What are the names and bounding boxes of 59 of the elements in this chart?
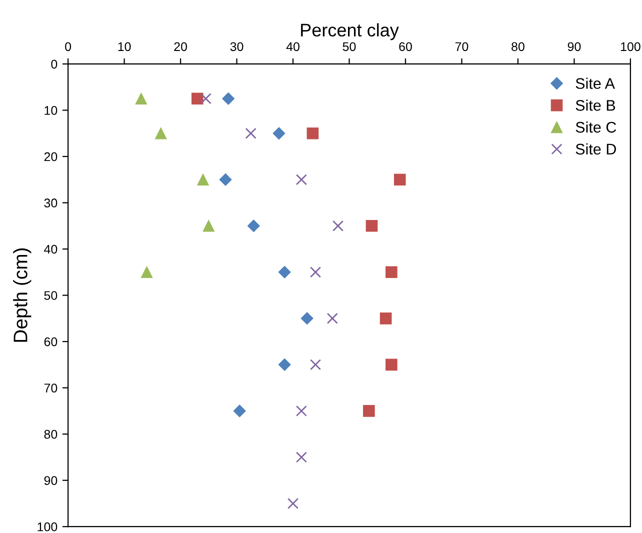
point [222,92,235,105]
point [278,266,291,278]
point [296,174,307,186]
point [310,359,322,370]
point [247,220,260,232]
y-tick-label: 90 [44,476,58,485]
point [278,358,291,371]
point [219,173,232,186]
x-axis-title: Percent clay [301,23,399,40]
point [296,405,307,416]
point [272,127,286,140]
legend-label: Site A [576,78,615,89]
point [191,92,204,105]
point [380,312,392,324]
point [135,92,148,105]
y-tick-label: 50 [44,291,58,300]
x-tick-label: 10 [118,42,131,52]
point [296,452,307,463]
y-tick-label: 60 [44,337,58,346]
point [363,405,375,417]
point [287,498,299,510]
y-tick-label: 30 [44,198,58,208]
legend-label: Site D [576,143,616,155]
y-tick-label: 0 [51,60,58,69]
x-tick-label: 60 [399,42,412,52]
y-tick-label: 70 [44,384,58,392]
x-tick-label: 80 [512,42,524,52]
point [154,127,167,140]
point [245,128,256,139]
point [197,174,209,186]
point [326,312,338,324]
point [140,266,153,278]
y-tick-label: 20 [44,152,58,162]
y-tick-label: 10 [44,106,58,115]
legend-label: Site C [576,121,616,133]
x-tick-label: 90 [568,42,581,52]
y-tick-label: 80 [44,430,58,439]
point [386,358,398,371]
x-tick-label: 30 [230,42,244,52]
legend-label: Site B [576,100,616,111]
x-tick-label: 100 [620,42,640,52]
y-tick-label: 100 [38,522,58,532]
point [366,220,378,232]
x-tick-label: 40 [286,42,300,52]
point [202,220,215,232]
point [300,312,314,325]
y-axis-title: Depth (cm) [13,248,32,342]
x-tick-label: 0 [65,42,72,52]
point [310,266,322,278]
point [332,220,344,232]
point [233,404,246,418]
point [386,266,398,278]
point [306,127,319,140]
point [200,93,212,104]
y-tick-label: 40 [44,244,58,254]
x-tick-label: 70 [455,42,468,52]
x-tick-label: 20 [174,42,187,52]
x-tick-label: 50 [342,42,356,52]
point [394,174,406,186]
